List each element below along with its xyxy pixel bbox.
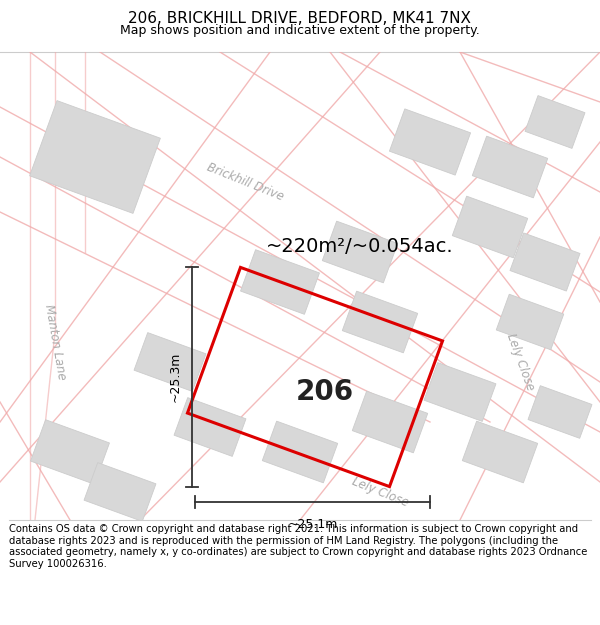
Polygon shape bbox=[322, 221, 398, 283]
Polygon shape bbox=[134, 332, 206, 391]
Polygon shape bbox=[496, 294, 564, 350]
Text: Contains OS data © Crown copyright and database right 2021. This information is : Contains OS data © Crown copyright and d… bbox=[9, 524, 587, 569]
Polygon shape bbox=[525, 96, 585, 148]
Text: Map shows position and indicative extent of the property.: Map shows position and indicative extent… bbox=[120, 24, 480, 38]
Text: ~220m²/~0.054ac.: ~220m²/~0.054ac. bbox=[266, 238, 454, 256]
Polygon shape bbox=[342, 291, 418, 353]
Polygon shape bbox=[84, 462, 156, 521]
Polygon shape bbox=[29, 101, 160, 213]
Polygon shape bbox=[452, 196, 528, 258]
Text: Brickhill Drive: Brickhill Drive bbox=[205, 161, 286, 203]
Text: 206, BRICKHILL DRIVE, BEDFORD, MK41 7NX: 206, BRICKHILL DRIVE, BEDFORD, MK41 7NX bbox=[128, 11, 472, 26]
Text: 206: 206 bbox=[296, 378, 354, 406]
Polygon shape bbox=[462, 421, 538, 483]
Polygon shape bbox=[424, 362, 496, 421]
Text: Manton Lane: Manton Lane bbox=[42, 303, 68, 381]
Text: Lely Close: Lely Close bbox=[503, 332, 536, 392]
Polygon shape bbox=[31, 420, 109, 484]
Polygon shape bbox=[241, 250, 319, 314]
Polygon shape bbox=[528, 386, 592, 438]
Polygon shape bbox=[352, 391, 428, 453]
Polygon shape bbox=[510, 233, 580, 291]
Polygon shape bbox=[262, 421, 338, 483]
Text: Lely Close: Lely Close bbox=[350, 475, 410, 509]
Polygon shape bbox=[389, 109, 470, 175]
Text: ~25.3m: ~25.3m bbox=[169, 352, 182, 402]
Text: ~25.1m: ~25.1m bbox=[287, 518, 338, 531]
Polygon shape bbox=[174, 398, 246, 456]
Polygon shape bbox=[472, 136, 548, 198]
